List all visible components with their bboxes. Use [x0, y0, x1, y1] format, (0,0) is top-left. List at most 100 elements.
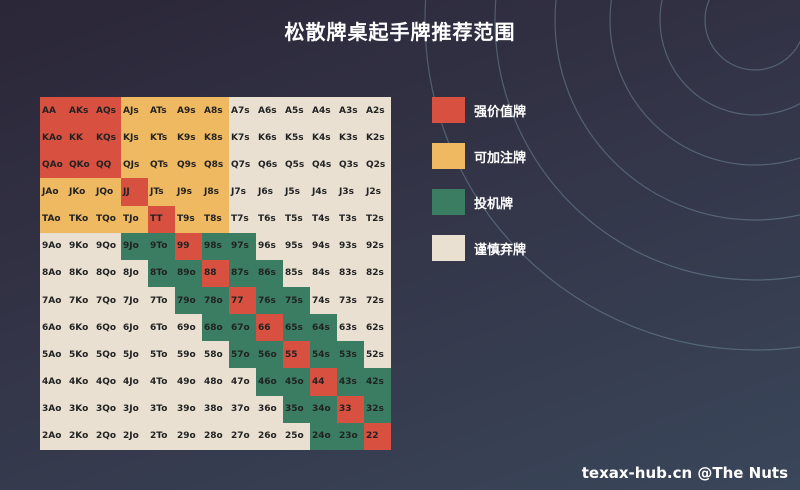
- hand-cell: 4To: [148, 368, 175, 396]
- hand-cell: 55: [283, 341, 310, 369]
- hand-cell: A3s: [337, 97, 364, 125]
- hand-cell: 38o: [202, 395, 229, 423]
- hand-cell: 35o: [283, 395, 310, 423]
- legend-label: 谨慎弃牌: [474, 242, 527, 258]
- hand-cell: K8s: [202, 124, 229, 152]
- hand-cell: 98s: [202, 232, 229, 260]
- hand-cell: 8To: [148, 259, 175, 287]
- hand-cell: 92s: [364, 232, 391, 260]
- hand-cell: A5s: [283, 97, 310, 125]
- hand-cell: 37o: [229, 395, 256, 423]
- hand-cell: T5s: [283, 205, 310, 233]
- hand-cell: 26o: [256, 422, 283, 450]
- hand-cell: 8Jo: [121, 259, 148, 287]
- hand-cell: 68o: [202, 314, 229, 342]
- hand-cell: 7Ao: [40, 286, 67, 315]
- hand-cell: 9To: [148, 232, 175, 260]
- hand-cell: TJo: [121, 205, 148, 233]
- hand-cell: 67o: [229, 314, 256, 342]
- hand-cell: JJ: [121, 178, 148, 206]
- hand-cell: KAo: [40, 124, 67, 152]
- hand-cell: 9Ko: [67, 232, 94, 260]
- hand-cell: 3Ao: [40, 395, 67, 423]
- hand-cell: 5Ko: [67, 341, 94, 369]
- hand-cell: K3s: [337, 124, 364, 152]
- hand-cell: J9s: [175, 178, 202, 206]
- hand-cell: 96s: [256, 232, 283, 260]
- hand-cell: JAo: [40, 178, 67, 206]
- hand-cell: QJs: [121, 151, 148, 179]
- hand-cell: 22: [364, 422, 391, 450]
- hand-cell: 57o: [229, 341, 256, 369]
- hand-cell: AKs: [67, 97, 94, 125]
- hand-cell: 3To: [148, 395, 175, 423]
- hand-cell: 24o: [310, 422, 337, 450]
- hand-cell: 33: [337, 395, 364, 423]
- hand-cell: Q8s: [202, 151, 229, 179]
- hand-cell: 83s: [337, 259, 364, 287]
- beige-square-icon: [432, 235, 465, 261]
- hand-cell: 47o: [229, 368, 256, 396]
- hand-cell: 32s: [364, 395, 391, 423]
- hand-cell: 7Jo: [121, 286, 148, 315]
- hand-cell: JTs: [148, 178, 175, 206]
- hand-cell: J8s: [202, 178, 229, 206]
- red-square-icon: [432, 97, 465, 123]
- hand-cell: 39o: [175, 395, 202, 423]
- hand-cell: 2Jo: [121, 422, 148, 450]
- hand-cell: 79o: [175, 286, 202, 315]
- hand-cell: 62s: [364, 314, 391, 342]
- hand-cell: 6Ko: [67, 314, 94, 342]
- hand-cell: 8Ko: [67, 259, 94, 287]
- hand-cell: 56o: [256, 341, 283, 369]
- hand-cell: J2s: [364, 178, 391, 206]
- hand-cell: JQo: [94, 178, 121, 206]
- hand-cell: 6To: [148, 314, 175, 342]
- hand-cell: 87s: [229, 259, 256, 287]
- hand-cell: A7s: [229, 97, 256, 125]
- hand-cell: 9Jo: [121, 232, 148, 260]
- hand-cell: 82s: [364, 259, 391, 287]
- hand-cell: JKo: [67, 178, 94, 206]
- hand-cell: TKo: [67, 205, 94, 233]
- hand-cell: 7Ko: [67, 286, 94, 315]
- hand-cell: 4Ko: [67, 368, 94, 396]
- hand-cell: 5To: [148, 341, 175, 369]
- hand-cell: T7s: [229, 205, 256, 233]
- hand-cell: ATs: [148, 97, 175, 125]
- hand-cell: 23o: [337, 422, 364, 450]
- hand-cell: 8Qo: [94, 259, 121, 287]
- hand-cell: 66: [256, 314, 283, 342]
- hand-cell: 65s: [283, 314, 310, 342]
- hand-cell: J5s: [283, 178, 310, 206]
- hand-cell: 45o: [283, 368, 310, 396]
- hand-cell: Q7s: [229, 151, 256, 179]
- hand-cell: 8Ao: [40, 259, 67, 287]
- hand-cell: A6s: [256, 97, 283, 125]
- hand-cell: K4s: [310, 124, 337, 152]
- hand-cell: 72s: [364, 286, 391, 315]
- hand-cell: 4Jo: [121, 368, 148, 396]
- hand-cell: 2Qo: [94, 422, 121, 450]
- hand-cell: 48o: [202, 368, 229, 396]
- hand-cell: Q2s: [364, 151, 391, 179]
- hand-cell: Q4s: [310, 151, 337, 179]
- hand-cell: 29o: [175, 422, 202, 450]
- hand-cell: 53s: [337, 341, 364, 369]
- hand-cell: 73s: [337, 286, 364, 315]
- hand-cell: KQs: [94, 124, 121, 152]
- hand-cell: T4s: [310, 205, 337, 233]
- hand-cell: 64s: [310, 314, 337, 342]
- hand-cell: 5Qo: [94, 341, 121, 369]
- hand-cell: T2s: [364, 205, 391, 233]
- hand-cell: 7To: [148, 286, 175, 315]
- hand-cell: A2s: [364, 97, 391, 125]
- hand-cell: K6s: [256, 124, 283, 152]
- hand-cell: A8s: [202, 97, 229, 125]
- hand-cell: 59o: [175, 341, 202, 369]
- hand-cell: 27o: [229, 422, 256, 450]
- legend-item-callable: 可加注牌: [432, 143, 526, 169]
- hand-cell: A9s: [175, 97, 202, 125]
- legend-item-fold: 谨慎弃牌: [432, 235, 526, 261]
